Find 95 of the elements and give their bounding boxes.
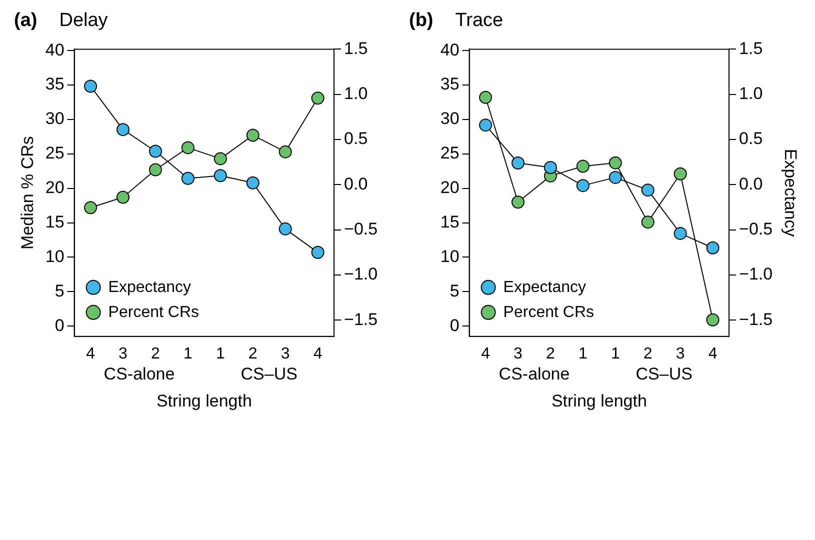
text: CS-alone (104, 364, 175, 384)
y-tick-label: 25 (440, 144, 460, 163)
point (116, 123, 130, 136)
y2-tick-label: 1.5 (344, 38, 368, 58)
x-tick-label: 3 (676, 345, 685, 362)
legend-label: Expectancy (108, 278, 192, 296)
y2-tick-label: 1.0 (739, 84, 763, 104)
x-tick-label: 3 (280, 345, 290, 362)
text: CS-alone (498, 364, 570, 384)
point (148, 144, 162, 158)
x-tick-label: 3 (514, 345, 523, 362)
point (181, 172, 194, 185)
point (544, 161, 557, 174)
point (512, 156, 525, 170)
y-tick-label: 35 (440, 74, 460, 94)
point (246, 176, 260, 190)
x-tick-label: 4 (313, 345, 322, 362)
point (576, 179, 590, 192)
point (674, 167, 687, 180)
x-axis-title: String length (156, 391, 252, 410)
chart-subtitle: Trace (455, 10, 504, 31)
x-tick-label: 2 (643, 345, 652, 362)
point (641, 184, 654, 197)
point (181, 141, 194, 154)
point (706, 313, 720, 326)
x-tick-label: 3 (118, 345, 128, 362)
y-tick-label: 25 (45, 144, 64, 163)
point (479, 90, 492, 104)
point (148, 163, 162, 176)
x-tick-label: 4 (86, 345, 96, 362)
text: CS–US (240, 364, 298, 384)
legend-label: Percent CRs (108, 304, 200, 321)
y-tick-label: 10 (440, 246, 460, 266)
point (608, 170, 622, 184)
chart-title: (b) (409, 10, 434, 31)
point (84, 201, 98, 214)
point (278, 145, 292, 158)
point (576, 160, 590, 173)
y2-tick-label: 0.0 (344, 174, 368, 194)
y-tick-label: 0 (54, 316, 64, 335)
point (84, 80, 98, 93)
y-tick-label: 40 (45, 40, 64, 60)
point (246, 128, 260, 142)
point (706, 241, 720, 254)
point (608, 156, 622, 170)
y-tick-label: 0 (450, 316, 460, 335)
y2-tick-label: 1.0 (344, 84, 368, 104)
point (116, 190, 130, 204)
y2-tick-label: 1.5 (739, 38, 763, 58)
legend-label: Expectancy (503, 278, 586, 296)
y2-tick-label: −0.5 (739, 220, 773, 239)
y-tick-label: 15 (440, 212, 460, 232)
legend-label: Percent CRs (503, 304, 594, 321)
point (278, 222, 292, 236)
point (214, 169, 227, 182)
chart-title: (a) (14, 10, 38, 31)
x-tick-label: 2 (546, 345, 556, 362)
y-tick-label: 20 (45, 178, 64, 198)
x-tick-label: 4 (481, 345, 490, 362)
chart-subtitle: Delay (59, 10, 108, 31)
y-tick-label: 15 (45, 212, 64, 232)
y2-tick-label: −1.5 (739, 310, 773, 329)
y-tick-label: 5 (54, 281, 64, 300)
y2-axis-title: Expectancy (781, 148, 800, 238)
y2-tick-label: 0.5 (344, 129, 368, 148)
point (311, 92, 324, 105)
y-tick-label: 35 (45, 74, 64, 94)
x-tick-label: 1 (610, 345, 620, 362)
point (479, 118, 492, 132)
y-tick-label: 5 (450, 281, 460, 300)
point (674, 226, 687, 240)
y2-tick-label: 0.5 (739, 129, 763, 148)
x-tick-label: 1 (183, 345, 192, 362)
point (214, 152, 227, 166)
y-tick-label: 30 (45, 109, 64, 128)
x-tick-label: 4 (708, 345, 718, 362)
y-tick-label: 20 (440, 178, 460, 198)
y2-tick-label: −1.0 (739, 264, 773, 284)
y-tick-label: 40 (440, 40, 460, 60)
y2-tick-label: −1.0 (344, 264, 378, 284)
x-tick-label: 1 (578, 345, 588, 362)
x-tick-label: 1 (216, 345, 225, 362)
y-tick-label: 10 (45, 246, 64, 266)
x-tick-label: 2 (248, 345, 258, 362)
y-tick-label: 30 (440, 109, 460, 128)
point (512, 196, 525, 209)
point (641, 216, 654, 229)
y2-tick-label: −1.5 (344, 310, 378, 329)
x-tick-label: 2 (151, 345, 160, 362)
x-axis-title: String length (551, 391, 647, 410)
text: CS–US (636, 364, 692, 384)
y2-tick-label: 0.0 (739, 174, 763, 194)
point (311, 246, 324, 259)
y2-tick-label: −0.5 (344, 220, 378, 239)
y-axis-title: Median % CRs (18, 136, 37, 250)
